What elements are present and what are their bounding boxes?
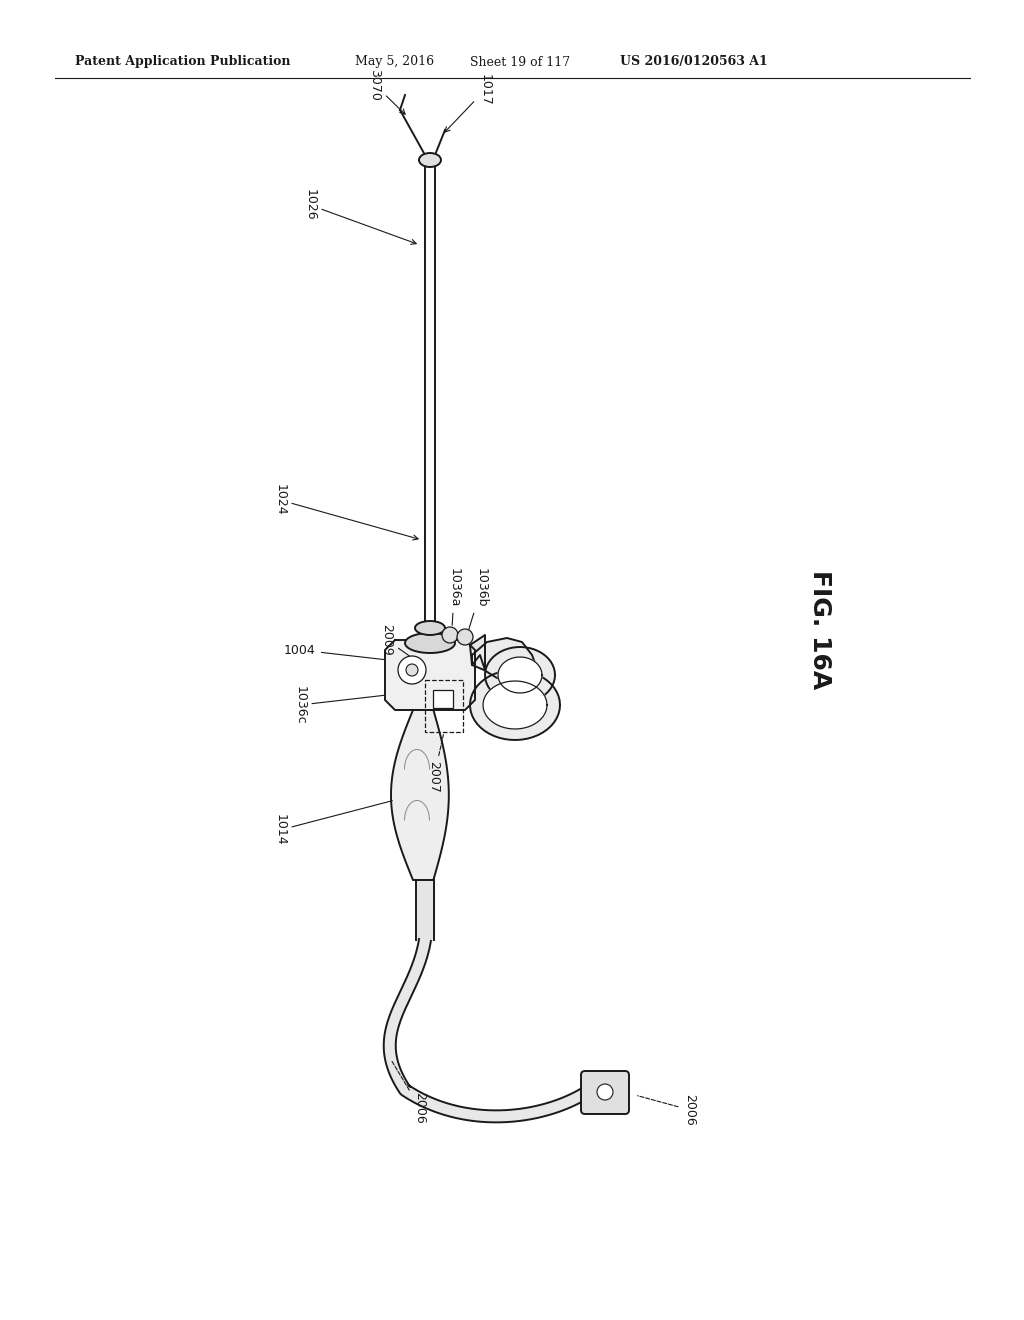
Bar (425, 680, 463, 733)
Circle shape (457, 630, 473, 645)
Polygon shape (498, 657, 542, 693)
Polygon shape (472, 638, 537, 682)
Text: 1014: 1014 (273, 801, 392, 846)
Polygon shape (485, 647, 555, 704)
Text: 1036b: 1036b (469, 568, 488, 630)
Bar (433, 690, 453, 708)
Text: 2006: 2006 (638, 1094, 696, 1126)
Circle shape (398, 656, 426, 684)
Ellipse shape (406, 634, 455, 653)
Text: May 5, 2016: May 5, 2016 (355, 55, 434, 69)
Text: 2007: 2007 (427, 735, 443, 793)
FancyBboxPatch shape (581, 1071, 629, 1114)
Text: Patent Application Publication: Patent Application Publication (75, 55, 291, 69)
Text: 1024: 1024 (273, 484, 418, 540)
Text: 1004: 1004 (284, 644, 385, 660)
Text: FIG. 16A: FIG. 16A (808, 570, 831, 689)
Polygon shape (385, 640, 475, 710)
Polygon shape (391, 710, 449, 880)
Polygon shape (470, 635, 485, 671)
Polygon shape (384, 939, 593, 1122)
Text: 1026: 1026 (303, 189, 416, 244)
Text: 3070: 3070 (369, 69, 406, 115)
Text: 1017: 1017 (444, 74, 492, 132)
Ellipse shape (415, 620, 445, 635)
Text: 1036c: 1036c (294, 685, 384, 725)
Text: 1036a: 1036a (449, 569, 461, 626)
Polygon shape (470, 671, 560, 741)
Polygon shape (416, 880, 434, 940)
Text: 2009: 2009 (381, 624, 420, 664)
Circle shape (442, 627, 458, 643)
Text: US 2016/0120563 A1: US 2016/0120563 A1 (620, 55, 768, 69)
Text: Sheet 19 of 117: Sheet 19 of 117 (470, 55, 570, 69)
Circle shape (597, 1084, 613, 1100)
Text: 2006: 2006 (391, 1060, 427, 1123)
Ellipse shape (419, 153, 441, 168)
Polygon shape (483, 681, 547, 729)
Circle shape (406, 664, 418, 676)
